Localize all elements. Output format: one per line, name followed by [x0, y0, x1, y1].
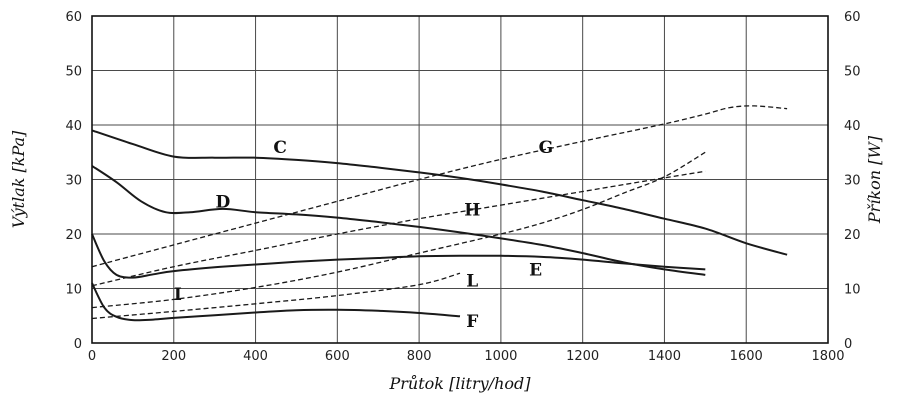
series-label-e: E — [529, 260, 542, 280]
x-tick-label: 0 — [88, 349, 96, 364]
x-tick-label: 200 — [161, 349, 186, 364]
x-axis-title: Průtok [litry/hod] — [389, 374, 532, 393]
y-tick-label-right: 20 — [844, 228, 861, 243]
series-line-i — [91, 151, 706, 309]
y-tick-label-left: 10 — [65, 283, 82, 298]
curve-labels: C D E F G H I L — [174, 138, 553, 332]
x-tick-label: 1800 — [811, 349, 844, 364]
x-tick-label: 1000 — [484, 349, 517, 364]
x-tick-label: 400 — [243, 349, 268, 364]
y-tick-label-left: 20 — [65, 228, 82, 243]
x-tick-label: 800 — [407, 349, 432, 364]
series-label-c: C — [273, 138, 287, 158]
series-line-c — [91, 129, 788, 256]
y-tick-label-left: 40 — [65, 119, 82, 134]
y-tick-label-right: 40 — [844, 119, 861, 134]
y-tick-label-left: 60 — [65, 10, 82, 25]
series-layer — [91, 105, 788, 322]
y-tick-label-left: 30 — [65, 174, 82, 189]
series-line-g — [91, 105, 788, 268]
x-tick-label: 1400 — [648, 349, 681, 364]
series-label-d: D — [215, 192, 230, 212]
y-tick-label-right: 50 — [844, 65, 861, 80]
series-line-e — [91, 233, 706, 279]
y-axis-title-right: Příkon [W] — [865, 135, 884, 224]
series-label-f: F — [466, 312, 478, 332]
grid — [92, 16, 828, 343]
y-tick-label-right: 10 — [844, 283, 861, 298]
y-tick-label-right: 0 — [844, 337, 852, 352]
tick-labels: 0 200 400 600 800 1000 1200 1400 1600 18000102030… — [65, 10, 860, 364]
series-label-i: I — [174, 285, 182, 305]
series-line-d — [91, 165, 706, 276]
y-tick-label-left: 0 — [74, 337, 82, 352]
y-tick-label-left: 50 — [65, 65, 82, 80]
series-label-h: H — [464, 200, 480, 220]
series-line-l — [91, 272, 461, 320]
series-line-h — [91, 170, 706, 287]
x-tick-label: 1600 — [730, 349, 763, 364]
y-tick-label-right: 30 — [844, 174, 861, 189]
y-tick-label-right: 60 — [844, 10, 861, 25]
series-label-g: G — [539, 138, 554, 158]
x-tick-label: 600 — [325, 349, 350, 364]
y-axis-title-left: Výtlak [kPa] — [9, 130, 28, 228]
x-tick-label: 1200 — [566, 349, 599, 364]
plot-frame — [91, 15, 829, 344]
series-label-l: L — [466, 271, 478, 291]
